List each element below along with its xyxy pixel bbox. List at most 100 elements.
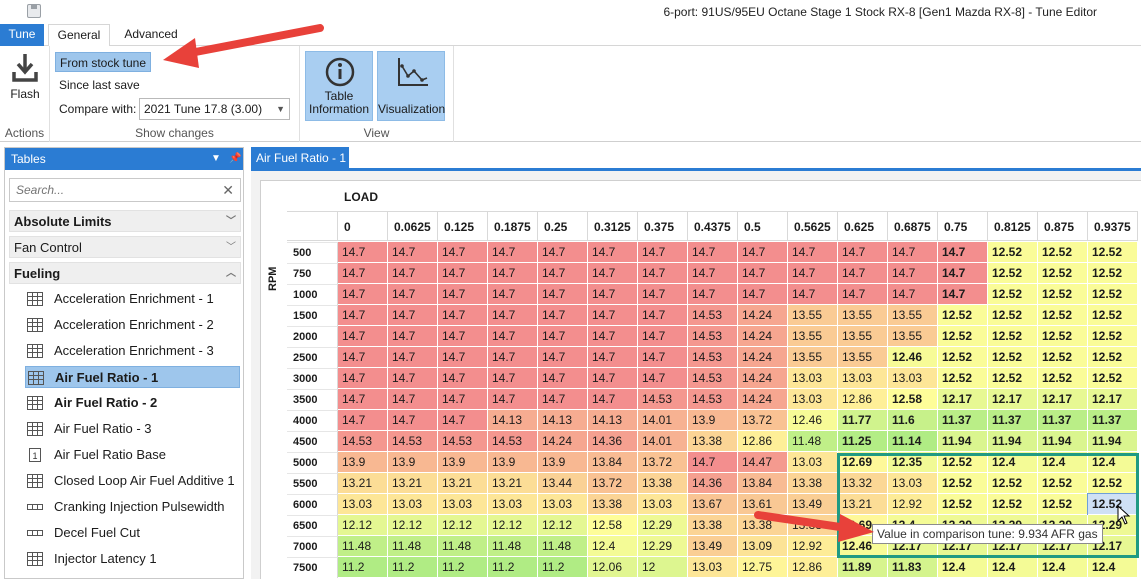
table-cell[interactable]: 12.52 [1038,368,1088,389]
table-cell[interactable]: 14.53 [638,389,688,410]
table-cell[interactable]: 13.03 [788,389,838,410]
table-cell[interactable]: 14.7 [438,410,488,431]
since-last-save-option[interactable]: Since last save [59,78,140,92]
table-cell[interactable]: 14.7 [538,284,588,305]
table-cell[interactable]: 11.89 [838,557,888,578]
table-cell[interactable]: 12.52 [988,284,1038,305]
table-cell[interactable]: 14.7 [438,305,488,326]
table-cell[interactable]: 13.03 [638,494,688,515]
table-cell[interactable]: 13.21 [488,473,538,494]
table-cell[interactable]: 12.86 [738,431,788,452]
category-absolute-limits[interactable]: Absolute Limits ﹀ [9,210,241,232]
table-cell[interactable]: 12.52 [988,347,1038,368]
table-cell[interactable]: 14.7 [388,347,438,368]
compare-with-select[interactable]: 2021 Tune 17.8 (3.00) ▼ [139,98,290,120]
table-cell[interactable]: 14.7 [638,368,688,389]
table-information-button[interactable]: Table Information [305,51,373,121]
table-cell[interactable]: 14.01 [638,431,688,452]
table-cell[interactable]: 14.7 [488,284,538,305]
table-cell[interactable]: 12.52 [1088,326,1138,347]
table-cell[interactable]: 13.55 [788,326,838,347]
table-cell[interactable]: 14.53 [438,431,488,452]
table-cell[interactable]: 13.03 [388,494,438,515]
table-cell[interactable]: 13.49 [788,494,838,515]
table-cell[interactable]: 13.03 [888,473,938,494]
table-cell[interactable]: 14.7 [588,263,638,284]
table-cell[interactable]: 12.52 [1038,305,1088,326]
table-cell[interactable]: 13.03 [338,494,388,515]
table-cell[interactable]: 14.7 [338,284,388,305]
table-cell[interactable]: 14.7 [538,263,588,284]
table-cell[interactable]: 14.7 [388,368,438,389]
table-cell[interactable]: 12.12 [338,515,388,536]
table-cell[interactable]: 11.2 [338,557,388,578]
table-cell[interactable]: 12.29 [638,536,688,557]
table-cell[interactable]: 12.4 [938,557,988,578]
table-cell[interactable]: 12.52 [1038,242,1088,263]
table-list-item[interactable]: Air Fuel Ratio - 3 [25,418,240,440]
table-cell[interactable]: 12.52 [938,452,988,473]
table-cell[interactable]: 12.46 [888,347,938,368]
table-cell[interactable]: 14.7 [338,242,388,263]
table-cell[interactable]: 13.55 [838,305,888,326]
table-cell[interactable]: 13.21 [338,473,388,494]
table-cell[interactable]: 14.47 [738,452,788,473]
table-cell[interactable]: 12.17 [988,389,1038,410]
table-cell[interactable]: 14.7 [338,263,388,284]
pin-icon[interactable]: 📌 [229,153,242,164]
table-cell[interactable]: 13.9 [338,452,388,473]
table-cell[interactable]: 13.84 [588,452,638,473]
table-cell[interactable]: 11.2 [438,557,488,578]
panel-dropdown-icon[interactable]: ▼ [211,153,221,164]
table-cell[interactable]: 14.7 [538,368,588,389]
table-cell[interactable]: 13.38 [638,473,688,494]
table-cell[interactable]: 14.53 [688,326,738,347]
table-cell[interactable]: 14.7 [888,242,938,263]
table-cell[interactable]: 14.7 [838,284,888,305]
table-cell[interactable]: 14.7 [688,284,738,305]
table-cell[interactable]: 13.55 [838,347,888,368]
table-cell[interactable]: 14.53 [688,305,738,326]
table-cell[interactable]: 14.7 [638,326,688,347]
table-cell[interactable]: 14.24 [738,389,788,410]
table-cell[interactable]: 14.53 [488,431,538,452]
table-cell[interactable]: 14.24 [738,368,788,389]
table-cell[interactable]: 12.52 [1088,368,1138,389]
table-cell[interactable]: 14.53 [688,368,738,389]
table-cell[interactable]: 12 [638,557,688,578]
table-cell[interactable]: 13.55 [838,326,888,347]
table-cell[interactable]: 14.7 [338,347,388,368]
table-cell[interactable]: 14.7 [638,242,688,263]
table-list-item[interactable]: Acceleration Enrichment - 2 [25,314,240,336]
table-cell[interactable]: 11.37 [988,410,1038,431]
table-cell[interactable]: 13.61 [738,494,788,515]
table-cell[interactable]: 12.52 [938,305,988,326]
table-cell[interactable]: 11.94 [988,431,1038,452]
table-cell[interactable]: 12.17 [938,389,988,410]
table-cell[interactable]: 12.4 [1088,452,1138,473]
table-cell[interactable]: 11.83 [888,557,938,578]
table-cell[interactable]: 12.29 [638,515,688,536]
table-list-item[interactable]: Air Fuel Ratio - 1 [25,366,240,388]
table-cell[interactable]: 11.2 [488,557,538,578]
tab-tune[interactable]: Tune [0,24,44,46]
table-cell[interactable]: 14.7 [388,410,438,431]
table-cell[interactable]: 13.21 [438,473,488,494]
table-cell[interactable]: 14.53 [388,431,438,452]
table-cell[interactable]: 14.7 [438,368,488,389]
table-cell[interactable]: 14.7 [688,242,738,263]
table-cell[interactable]: 11.25 [838,431,888,452]
table-cell[interactable]: 13.03 [538,494,588,515]
table-cell[interactable]: 14.7 [488,242,538,263]
table-cell[interactable]: 14.13 [588,410,638,431]
table-cell[interactable]: 12.52 [938,326,988,347]
table-cell[interactable]: 13.38 [788,515,838,536]
table-cell[interactable]: 14.7 [838,242,888,263]
table-cell[interactable]: 14.7 [688,263,738,284]
table-cell[interactable]: 13.09 [738,536,788,557]
table-cell[interactable]: 13.38 [788,473,838,494]
table-list-item[interactable]: Closed Loop Air Fuel Additive 1 [25,470,240,492]
table-cell[interactable]: 14.7 [638,284,688,305]
table-cell[interactable]: 14.7 [538,389,588,410]
table-cell[interactable]: 14.36 [688,473,738,494]
